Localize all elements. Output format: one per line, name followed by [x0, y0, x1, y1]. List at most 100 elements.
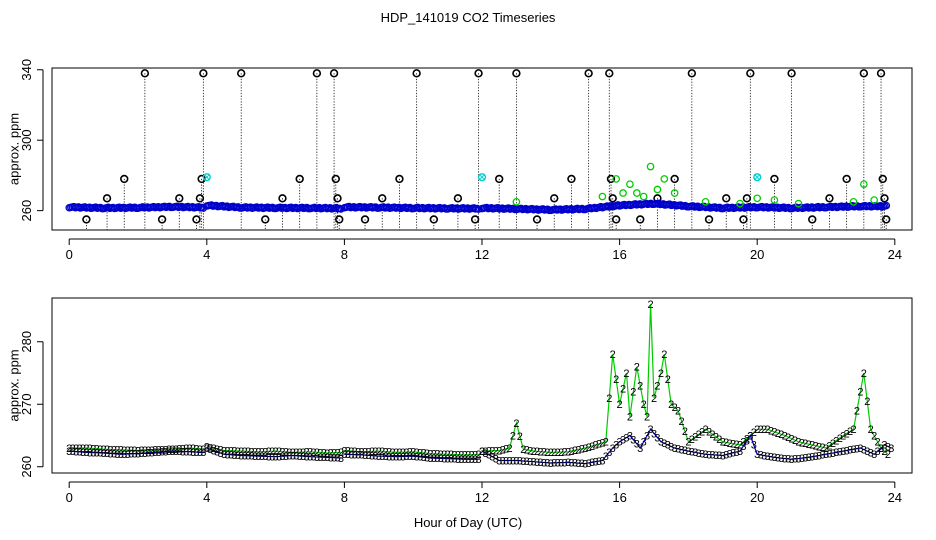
series-glyph-2: 2 [678, 416, 684, 428]
series-glyph-3: 3 [431, 453, 437, 465]
series-glyph-2: 2 [111, 444, 117, 456]
series-glyph-2: 2 [816, 441, 822, 453]
series-glyph-2: 2 [500, 445, 506, 457]
series-glyph-3: 3 [107, 448, 113, 460]
series-glyph-3: 3 [441, 453, 447, 465]
series-glyph-3: 3 [166, 446, 172, 458]
series-glyph-3: 3 [647, 424, 653, 436]
series-glyph-2: 2 [152, 445, 158, 457]
series-glyph-3: 3 [283, 451, 289, 463]
series-glyph-3: 3 [778, 453, 784, 465]
series-glyph-2: 2 [589, 441, 595, 453]
spike-point [157, 215, 167, 224]
series-glyph-2: 2 [864, 396, 870, 408]
series-glyph-3: 3 [754, 449, 760, 461]
series-glyph-3: 3 [300, 451, 306, 463]
series-glyph-3: 3 [586, 458, 592, 470]
series-glyph-3: 3 [173, 446, 179, 458]
spike-point [739, 215, 748, 224]
series-glyph-3: 3 [658, 437, 664, 449]
series-glyph-3: 3 [692, 447, 698, 459]
spike-point [746, 69, 755, 78]
series-glyph-2: 2 [383, 446, 389, 458]
series-glyph-2: 2 [682, 426, 688, 438]
spike-point [606, 174, 616, 184]
green-point [859, 180, 868, 189]
series-glyph-3: 3 [503, 455, 509, 467]
series-glyph-2: 2 [255, 447, 261, 459]
series-glyph-2: 2 [204, 442, 210, 454]
green-point [646, 162, 655, 171]
series-glyph-3: 3 [496, 455, 502, 467]
spike-point [567, 174, 576, 184]
series-glyph-2: 2 [187, 443, 193, 455]
series-glyph-2: 2 [850, 424, 856, 436]
series-glyph-2: 2 [792, 435, 798, 447]
series-glyph-2: 2 [482, 446, 488, 458]
series-glyph-2: 2 [173, 444, 179, 456]
series-glyph-3: 3 [644, 430, 650, 442]
x-tick-label: 16 [612, 247, 626, 262]
series-glyph-3: 3 [627, 430, 633, 442]
series-glyph-3: 3 [823, 449, 829, 461]
series-glyph-2: 2 [231, 446, 237, 458]
series-glyph-2: 2 [479, 446, 485, 458]
series-glyph-2: 2 [575, 444, 581, 456]
y-tick-label: 340 [19, 59, 34, 81]
series-glyph-2: 2 [156, 445, 162, 457]
series-glyph-3: 3 [231, 450, 237, 462]
series-glyph-3: 3 [307, 452, 313, 464]
series-glyph-3: 3 [410, 451, 416, 463]
spike-point [140, 69, 150, 78]
series-glyph-2: 2 [365, 446, 371, 458]
series-glyph-3: 3 [465, 454, 471, 466]
series-glyph-3: 3 [83, 447, 89, 459]
spike-point [704, 215, 714, 224]
series-glyph-2: 2 [472, 449, 478, 461]
series-glyph-3: 3 [840, 446, 846, 458]
x-tick-label: 4 [203, 247, 210, 262]
series-glyph-2: 2 [214, 444, 220, 456]
series-glyph-3: 3 [297, 451, 303, 463]
spike-point [470, 215, 480, 224]
series-glyph-2: 2 [200, 444, 206, 456]
series-glyph-3: 3 [176, 446, 182, 458]
series-glyph-3: 3 [689, 447, 695, 459]
series-glyph-2: 2 [806, 439, 812, 451]
series-glyph-3: 3 [592, 457, 598, 469]
spike-point [395, 174, 404, 184]
series-glyph-2: 2 [193, 443, 199, 455]
series-glyph-2: 2 [145, 445, 151, 457]
series-glyph-3: 3 [94, 448, 100, 460]
series-glyph-3: 3 [888, 443, 894, 455]
series-glyph-3: 3 [286, 451, 292, 463]
series-glyph-2: 2 [837, 433, 843, 445]
green-point [736, 199, 744, 208]
series-glyph-2: 2 [341, 445, 347, 457]
series-glyph-3: 3 [345, 449, 351, 461]
series-glyph-3: 3 [568, 457, 574, 469]
series-glyph-2: 2 [885, 449, 891, 461]
series-glyph-3: 3 [135, 448, 141, 460]
series-glyph-3: 3 [376, 451, 382, 463]
series-glyph-2: 2 [486, 446, 492, 458]
series-glyph-2: 2 [207, 442, 213, 454]
series-glyph-2: 2 [431, 449, 437, 461]
series-glyph-2: 2 [290, 447, 296, 459]
series-glyph-2: 2 [410, 447, 416, 459]
series-glyph-3: 3 [104, 448, 110, 460]
series-glyph-2: 2 [101, 444, 107, 456]
series-glyph-2: 2 [438, 449, 444, 461]
series-glyph-2: 2 [273, 446, 279, 458]
series-glyph-3: 3 [799, 453, 805, 465]
series-glyph-3: 3 [527, 456, 533, 468]
series-glyph-3: 3 [125, 449, 131, 461]
series-glyph-2: 2 [823, 443, 829, 455]
spike-point [687, 69, 697, 78]
series-glyph-2: 2 [180, 443, 186, 455]
series-glyph-3: 3 [775, 453, 781, 465]
series-glyph-3: 3 [706, 449, 712, 461]
series-glyph-3: 3 [844, 445, 850, 457]
series-glyph-2: 2 [689, 434, 695, 446]
green-point [794, 199, 803, 208]
